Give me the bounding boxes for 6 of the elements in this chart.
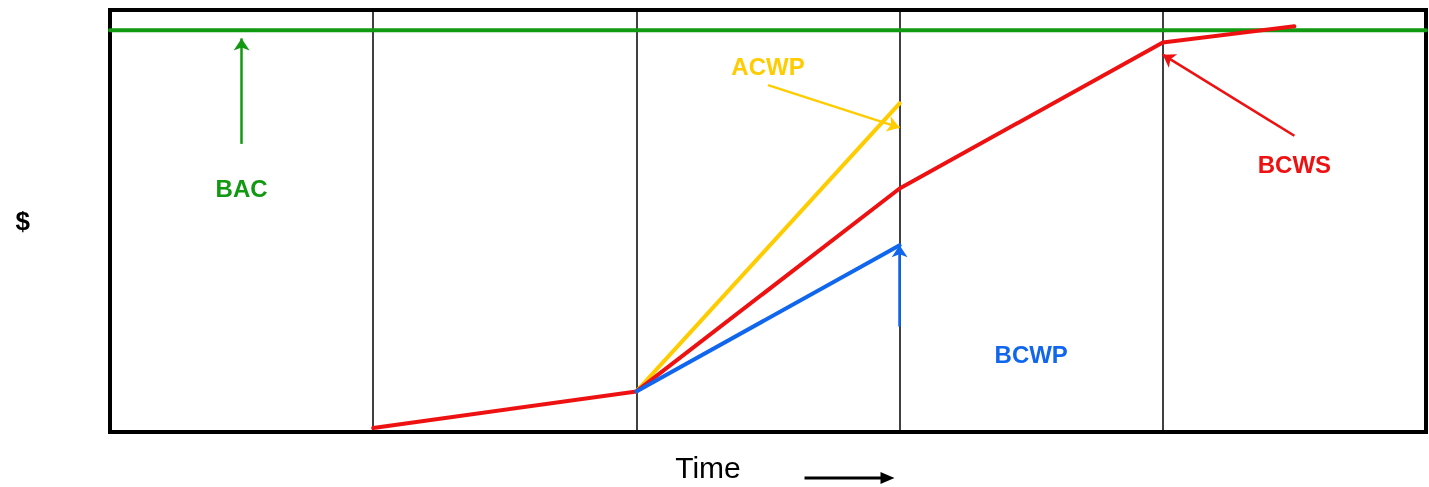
text: BCWS <box>1257 150 1332 178</box>
x-axis-title: Time <box>675 450 741 484</box>
text: ACWP <box>731 53 805 81</box>
text: BCWP <box>994 341 1068 369</box>
y-axis-title: $ <box>15 206 31 236</box>
text: BAC <box>215 175 268 203</box>
